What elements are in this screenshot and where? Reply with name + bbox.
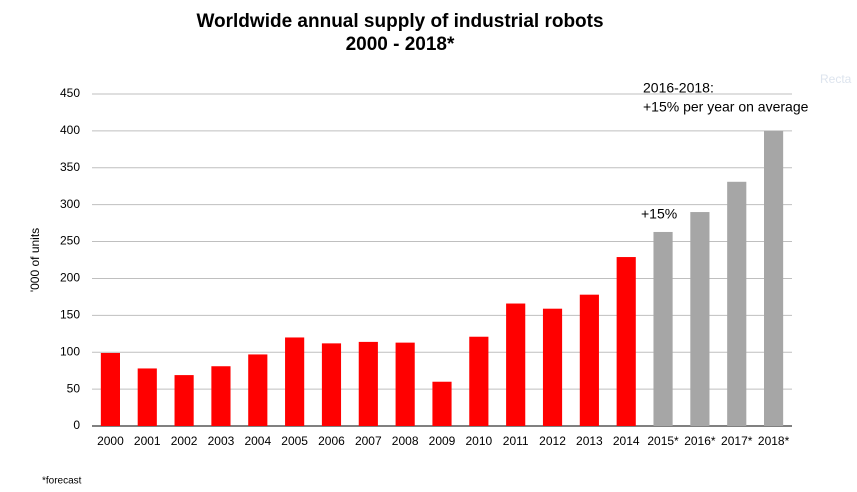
- ghost-label: Recta: [820, 72, 852, 86]
- bar: [285, 337, 305, 426]
- y-tick-label: 450: [60, 86, 80, 100]
- annotation: 2016-2018:: [643, 80, 714, 96]
- x-tick-label: 2002: [171, 434, 198, 448]
- annotation: +15% per year on average: [643, 99, 809, 115]
- y-tick-label: 250: [60, 234, 80, 248]
- bar: [211, 366, 231, 426]
- bar: [358, 341, 378, 426]
- bar: [395, 342, 415, 426]
- bar: [579, 294, 599, 426]
- bar: [690, 212, 710, 426]
- y-tick-label: 50: [67, 381, 81, 395]
- bar: [321, 343, 342, 426]
- annotation: +15%: [641, 206, 677, 222]
- footnote: *forecast: [42, 476, 82, 487]
- x-tick-label: 2006: [318, 434, 345, 448]
- x-tick-label: 2009: [429, 434, 456, 448]
- x-tick-label: 2010: [465, 434, 492, 448]
- x-tick-label: 2001: [134, 434, 161, 448]
- bar: [432, 381, 452, 426]
- chart-subtitle: 2000 - 2018*: [346, 34, 455, 55]
- y-tick-label: 100: [60, 344, 80, 358]
- x-tick-label: 2011: [503, 434, 529, 448]
- y-tick-label: 0: [73, 418, 80, 432]
- bar: [506, 303, 526, 426]
- bar: [653, 231, 673, 426]
- x-tick-label: 2003: [208, 434, 235, 448]
- bar: [100, 352, 120, 426]
- y-axis-label: '000 of units: [28, 228, 42, 292]
- x-tick-label: 2004: [244, 434, 271, 448]
- x-tick-label: 2012: [539, 434, 566, 448]
- y-tick-label: 150: [60, 308, 80, 322]
- x-tick-label: 2007: [355, 434, 382, 448]
- y-tick-label: 350: [60, 160, 80, 174]
- bar: [727, 181, 747, 426]
- x-tick-label: 2014: [613, 434, 640, 448]
- x-tick-label: 2017*: [721, 434, 753, 448]
- bar: [542, 308, 563, 426]
- bar: [137, 368, 157, 426]
- x-tick-label: 2000: [97, 434, 124, 448]
- bar: [764, 130, 784, 426]
- y-tick-label: 200: [60, 271, 80, 285]
- x-tick-label: 2018*: [758, 434, 790, 448]
- bar: [248, 354, 268, 426]
- bar: [174, 375, 194, 426]
- chart-title: Worldwide annual supply of industrial ro…: [196, 11, 603, 32]
- y-tick-label: 400: [60, 123, 80, 137]
- x-tick-label: 2013: [576, 434, 603, 448]
- bar: [616, 257, 636, 426]
- x-tick-label: 2015*: [647, 434, 679, 448]
- x-tick-label: 2008: [392, 434, 419, 448]
- x-tick-label: 2005: [281, 434, 308, 448]
- x-tick-label: 2016*: [684, 434, 716, 448]
- y-tick-label: 300: [60, 197, 80, 211]
- bar: [469, 336, 489, 426]
